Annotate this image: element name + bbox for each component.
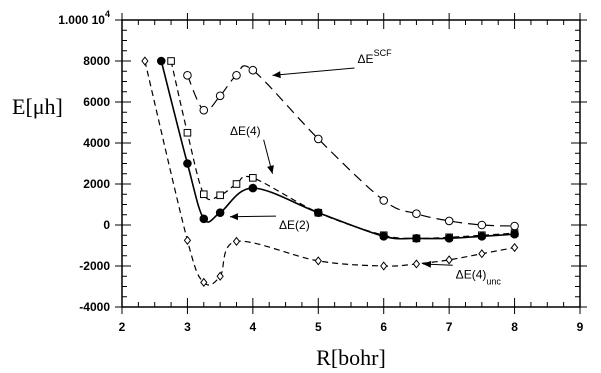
series-line <box>144 60 515 286</box>
x-tick-label: 5 <box>315 320 322 334</box>
annotations: ΔESCF ΔE(4) ΔE(2) ΔE(4)unc <box>229 48 502 286</box>
x-tick-label: 6 <box>380 320 387 334</box>
data-point <box>379 196 389 205</box>
data-point <box>156 56 166 66</box>
annotation-label: ΔE(4)unc <box>456 267 502 286</box>
data-point <box>412 209 421 219</box>
y-tick-label: 6000 <box>83 95 110 109</box>
data-point <box>215 91 225 101</box>
data-point <box>183 159 192 168</box>
data-point <box>199 105 209 115</box>
y-tick-label: 8000 <box>83 54 110 68</box>
data-point <box>216 191 224 200</box>
data-point <box>141 56 149 66</box>
data-point <box>248 183 258 193</box>
y-tick-label: 1.000 104 <box>58 9 110 27</box>
y-tick-label: -4000 <box>79 300 110 314</box>
x-tick-label: 4 <box>250 320 257 334</box>
data-point <box>167 57 175 65</box>
data-point <box>249 174 257 182</box>
data-point <box>215 208 225 217</box>
data-point <box>444 216 454 226</box>
data-point <box>412 259 421 269</box>
annotation-arrowhead <box>229 213 239 221</box>
axis-ticks <box>115 13 587 314</box>
data-point <box>477 220 487 230</box>
data-point <box>232 180 241 188</box>
y-tick-labels: -4000 -2000 0 2000 4000 6000 8000 1.000 104 <box>58 9 110 314</box>
data-point <box>232 71 241 80</box>
data-point <box>232 236 241 247</box>
annotation-arrow-line <box>272 67 355 76</box>
data-point <box>183 235 192 245</box>
x-tick-label: 7 <box>446 320 453 334</box>
series-line <box>186 65 515 227</box>
y-tick-label: -2000 <box>79 259 110 273</box>
annotation-label: ΔE(4) <box>230 124 261 138</box>
y-tick-label: 2000 <box>83 177 110 191</box>
x-tick-label: 2 <box>119 320 126 334</box>
annotation-arrowhead <box>272 71 281 79</box>
data-point <box>379 231 389 241</box>
y-axis-title: E[μh] <box>12 94 63 119</box>
x-tick-label: 3 <box>184 320 191 334</box>
annotation-arrowhead <box>422 260 432 268</box>
annotation-label: ΔE(2) <box>279 218 310 232</box>
data-point <box>510 242 519 253</box>
y-tick-label: 4000 <box>83 136 110 150</box>
y-tick-label: 0 <box>103 218 110 232</box>
data-point <box>445 255 453 265</box>
data-point <box>478 249 486 259</box>
data-point <box>313 134 323 144</box>
x-tick-label: 8 <box>511 320 518 334</box>
series-line <box>160 60 515 240</box>
data-point <box>313 208 323 217</box>
data-point <box>380 261 388 271</box>
data-point <box>248 65 258 75</box>
data-point <box>477 231 487 241</box>
data-point <box>510 229 519 239</box>
data-point <box>314 256 322 266</box>
data-point <box>412 234 421 243</box>
annotation-label: ΔESCF <box>358 48 393 66</box>
data-point <box>444 234 454 243</box>
data-point <box>199 190 208 199</box>
data-point <box>216 271 224 281</box>
y-tick-label-exponent: 4 <box>105 9 110 19</box>
data-point <box>200 277 208 288</box>
x-tick-labels: 2 3 4 5 6 7 8 9 <box>119 320 584 334</box>
series-lines <box>144 60 515 286</box>
series-markers <box>141 56 519 288</box>
annotation-superscript: SCF <box>374 48 393 58</box>
data-point <box>183 128 192 137</box>
annotation-arrowhead <box>267 165 274 174</box>
x-tick-label: 9 <box>577 320 584 334</box>
x-axis-title: R[bohr] <box>316 345 386 370</box>
annotation-subscript: unc <box>486 276 501 286</box>
data-point <box>183 71 192 80</box>
data-point <box>199 214 209 224</box>
data-point <box>510 221 519 231</box>
